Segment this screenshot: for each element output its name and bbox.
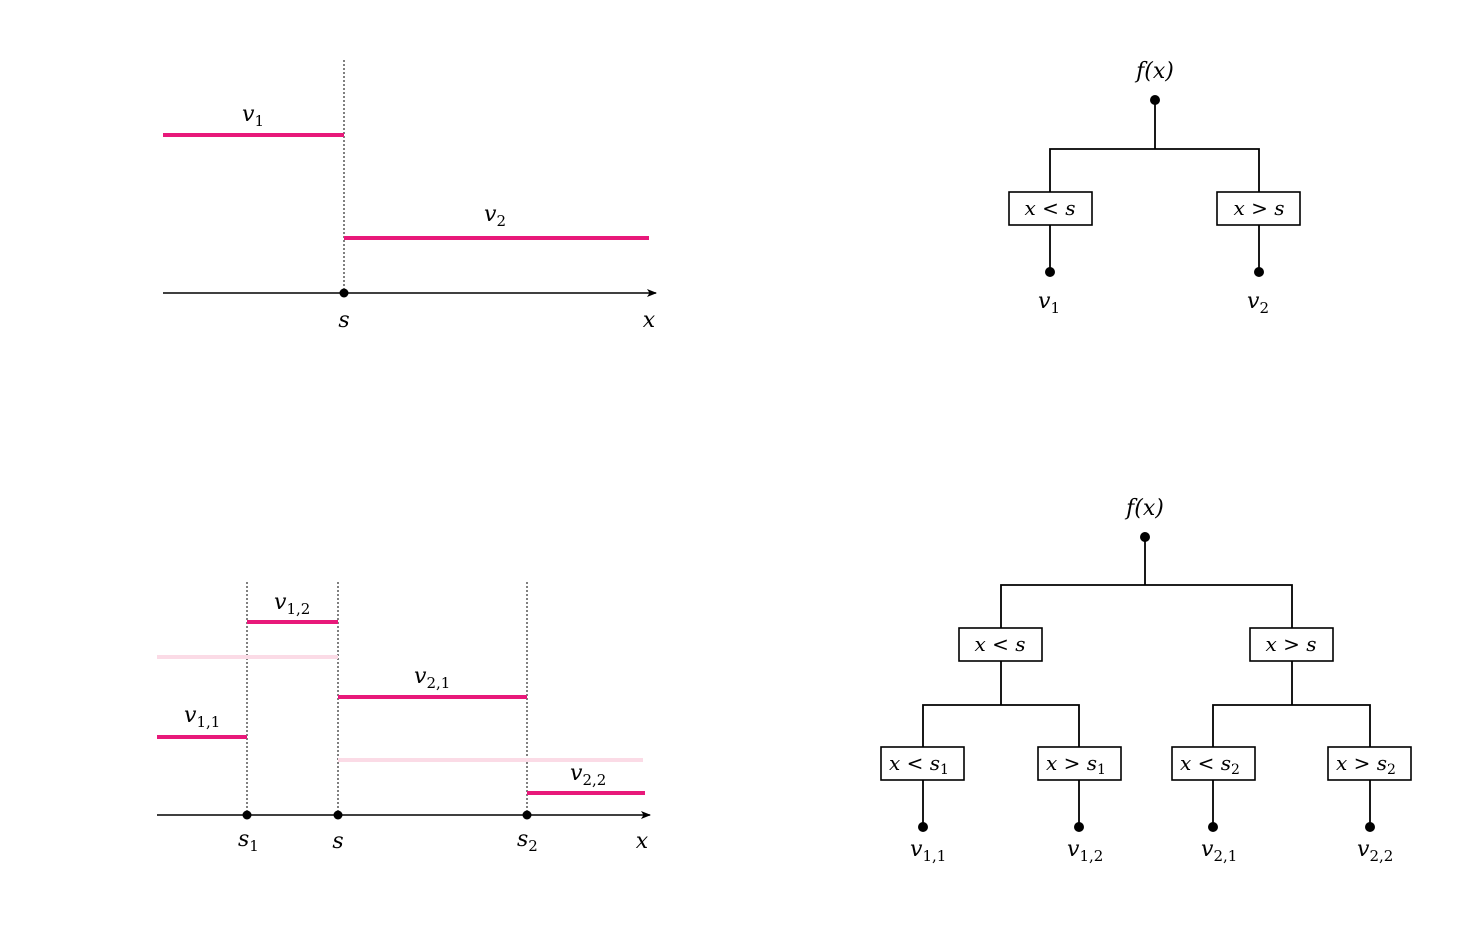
bottom-tree-leaf-node-v11 xyxy=(918,822,928,832)
bottom-tree-leaf-v12: v1,2 xyxy=(1067,837,1103,865)
bottom-label-v21: v2,1 xyxy=(414,664,450,692)
bottom-tree-root-label: f(x) xyxy=(1124,496,1164,521)
bottom-label-v22: v2,2 xyxy=(570,761,606,789)
bottom-tree-leaf-v11: v1,1 xyxy=(910,837,946,865)
top-label-v1: v1 xyxy=(242,102,264,130)
top-label-v2: v2 xyxy=(484,202,506,230)
bottom-split-point-s1 xyxy=(242,810,252,820)
bottom-split-point-s2 xyxy=(522,810,532,820)
top-tree-branch xyxy=(1049,148,1260,192)
bottom-tree-branch-left xyxy=(922,704,1080,747)
top-tree-leaf-v1: v1 xyxy=(1038,289,1060,317)
bottom-tree-rr-cond: x > s2 xyxy=(1336,751,1396,778)
bottom-tree-leaf-node-v22 xyxy=(1365,822,1375,832)
top-step-plot: v1 v2 s x xyxy=(163,60,657,333)
top-split-point-s xyxy=(339,288,349,298)
top-tree: f(x) x < s x > s v1 v2 xyxy=(1008,59,1301,317)
bottom-tree-right-cond-box xyxy=(1249,627,1334,662)
bottom-tick-label-s2: s2 xyxy=(517,827,538,855)
bottom-tree-leaf-node-v12 xyxy=(1074,822,1084,832)
bottom-tick-label-s: s xyxy=(332,829,343,854)
top-tree-right-cond: x > s xyxy=(1233,196,1284,220)
top-tree-right-leaf-node xyxy=(1254,267,1264,277)
top-tick-label-s: s xyxy=(338,308,349,333)
bottom-tree-leaf-node-v21 xyxy=(1208,822,1218,832)
top-tree-leaf-v2: v2 xyxy=(1247,289,1269,317)
bottom-step-plot: v1,1 v1,2 v2,1 v2,2 s1 s s2 x xyxy=(157,582,651,855)
top-tree-left-cond: x < s xyxy=(1024,196,1075,220)
bottom-tree-left-cond-box xyxy=(958,627,1043,662)
bottom-tree-rl-cond: x < s2 xyxy=(1180,751,1240,778)
bottom-label-v12: v1,2 xyxy=(274,590,310,618)
top-tree-root-label: f(x) xyxy=(1134,59,1174,84)
bottom-tree-rr-cond-box xyxy=(1327,746,1412,781)
bottom-tree-ll-cond: x < s1 xyxy=(889,751,949,778)
bottom-tree-branch-level1 xyxy=(1000,584,1293,628)
bottom-tree-branch-right xyxy=(1212,704,1371,747)
bottom-label-v11: v1,1 xyxy=(184,703,220,731)
bottom-split-point-s xyxy=(333,810,343,820)
bottom-tree-left-cond: x < s xyxy=(974,632,1025,656)
top-axis-label-x: x xyxy=(643,308,656,333)
bottom-tree-leaf-v21: v2,1 xyxy=(1201,837,1237,865)
bottom-tree-ll-cond-box xyxy=(880,746,965,781)
bottom-tick-label-s1: s1 xyxy=(238,827,259,855)
bottom-tree: f(x) x < s x > s x < s1 x > s1 x < s2 x … xyxy=(880,496,1412,865)
bottom-tree-right-cond: x > s xyxy=(1265,632,1316,656)
bottom-axis-label-x: x xyxy=(636,829,649,854)
bottom-tree-leaf-v22: v2,2 xyxy=(1357,837,1393,865)
bottom-tree-lr-cond: x > s1 xyxy=(1046,751,1106,778)
bottom-tree-rl-cond-box xyxy=(1171,746,1256,781)
top-tree-left-leaf-node xyxy=(1045,267,1055,277)
top-tree-right-cond-box xyxy=(1216,191,1301,226)
